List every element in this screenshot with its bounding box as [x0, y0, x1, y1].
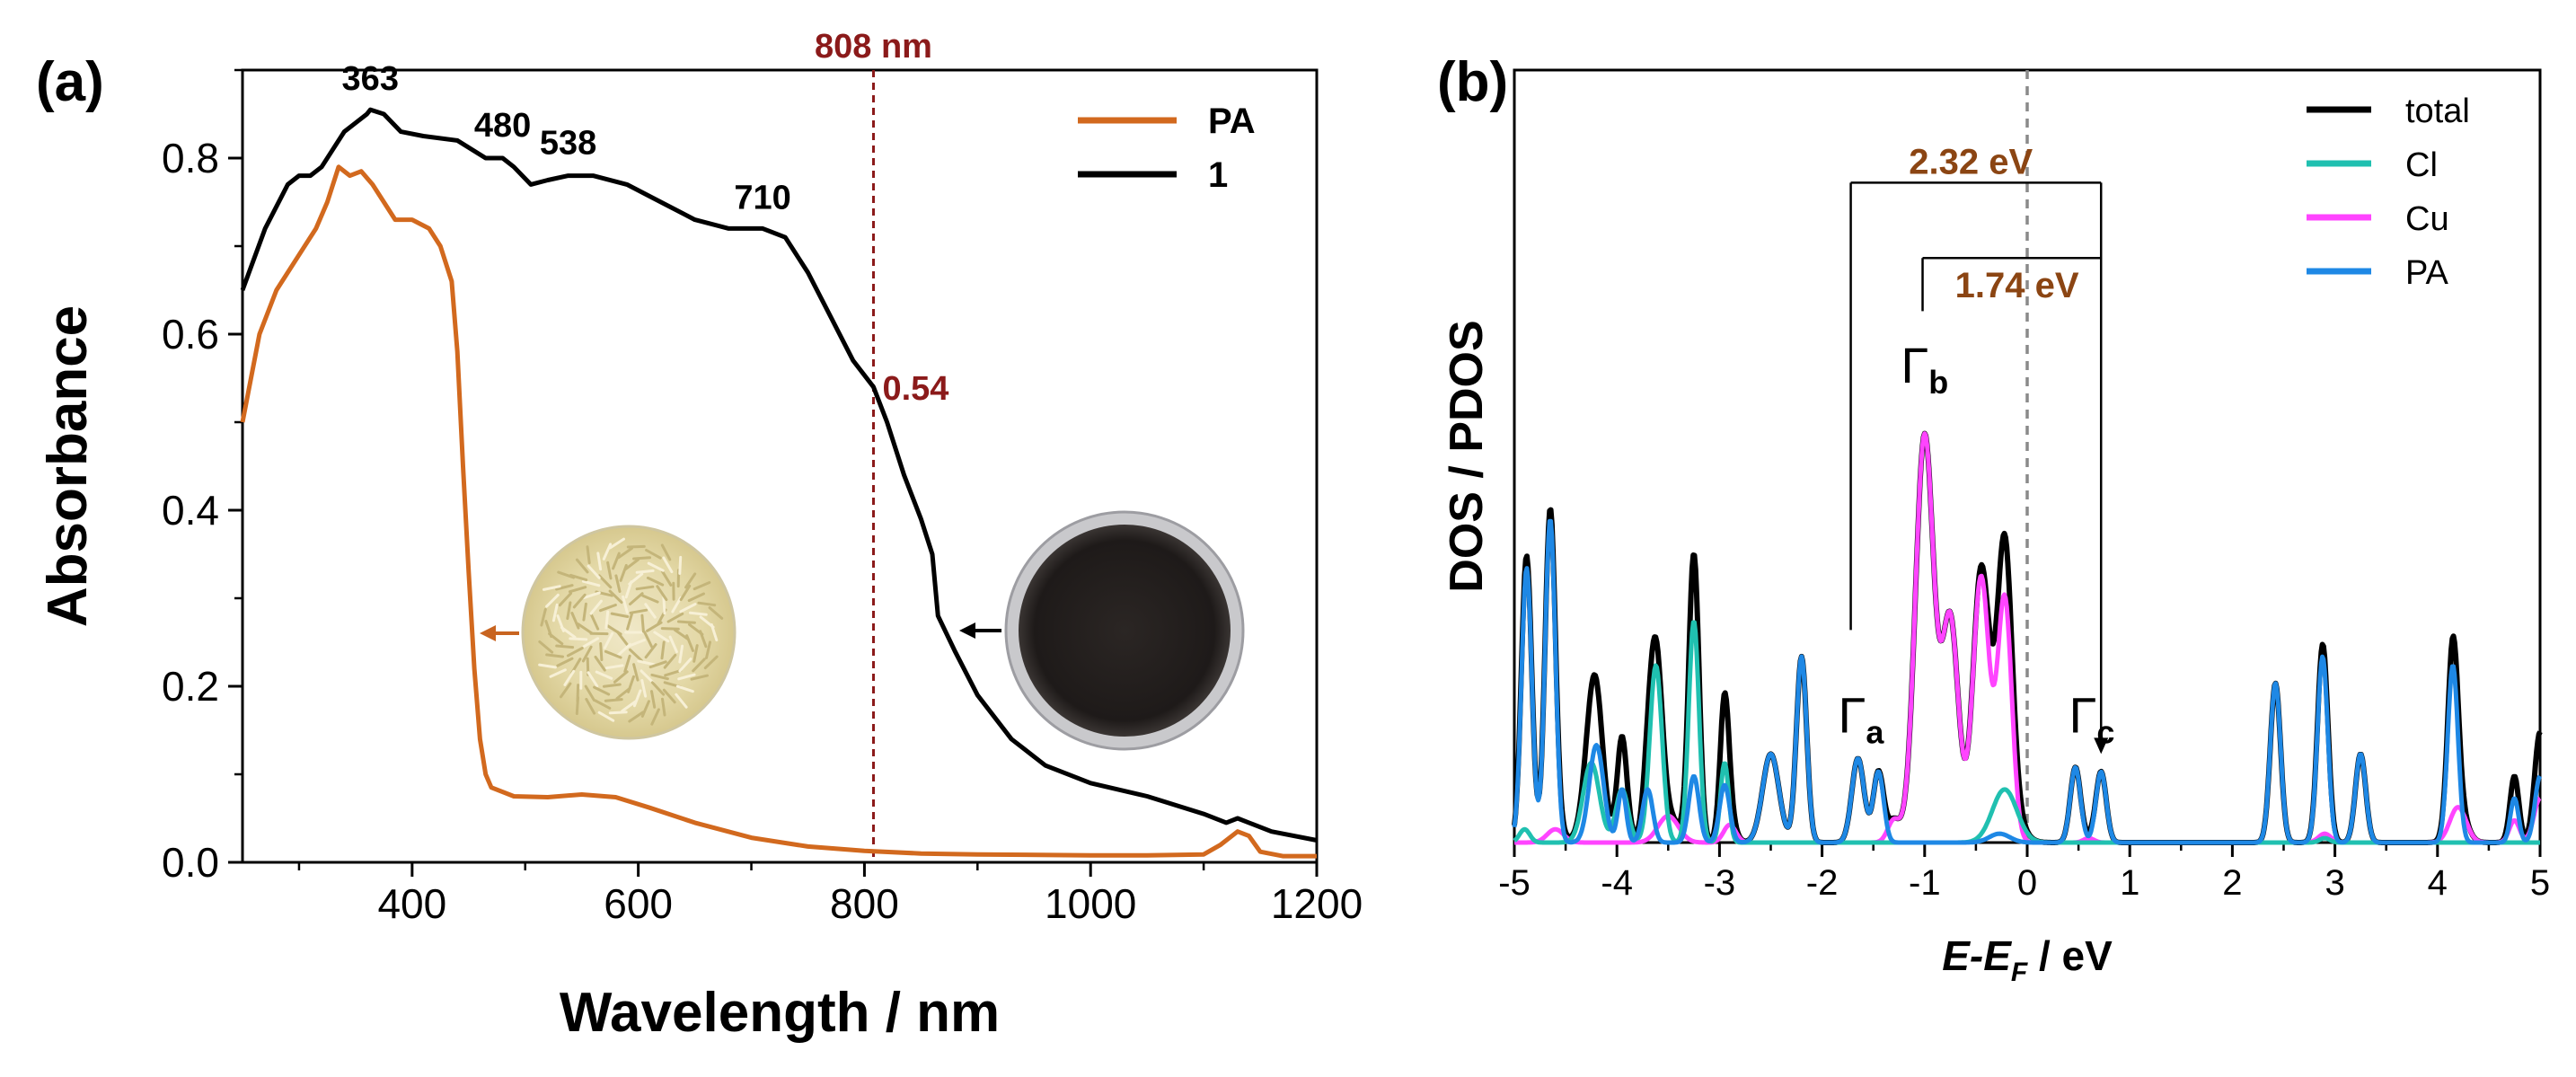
panel-a-label: (a): [36, 51, 104, 113]
panel-b-legend-label: Cu: [2405, 200, 2449, 238]
panel-b-gap-label: 2.32 eV: [1909, 142, 2033, 181]
panel-a-peak-label: 710: [734, 179, 790, 216]
panel-b-label: (b): [1437, 51, 1508, 113]
panel-b-xtick-label: 3: [2325, 863, 2344, 903]
pa-photo-crystal: [570, 639, 587, 640]
panel-b-xlabel-sub: F: [2011, 958, 2028, 987]
gamma-subscript: a: [1866, 714, 1884, 751]
panel-a-ytick-label: 0.2: [162, 663, 219, 710]
pa-photo-crystal: [642, 615, 644, 631]
panel-a-legend-label: PA: [1208, 102, 1256, 141]
pa-photo-crystal: [557, 646, 573, 648]
pa-photo-crystal: [605, 700, 622, 702]
panel-a-inset-pa-photo: [523, 526, 735, 738]
panel-b-ylabel: DOS / PDOS: [1441, 320, 1493, 592]
pa-photo-crystal: [610, 712, 626, 713]
gamma-subscript: c: [2096, 714, 2114, 751]
panel-b-xtick-label: -4: [1601, 863, 1633, 903]
panel-b-gamma-label-c: Γc: [2069, 687, 2115, 751]
panel-a-ytick-label: 0.6: [162, 311, 219, 358]
panel-b-legend-label: total: [2405, 93, 2470, 130]
panel-b-xlabel: E-EF / eV: [1942, 932, 2113, 987]
panel-b-xlabel-unit: / eV: [2027, 932, 2113, 979]
pa-photo-crystal: [606, 612, 608, 628]
panel-a-ytick-label: 0.4: [162, 487, 219, 534]
pa-photo-crystal: [690, 613, 706, 614]
pa-photo-crystal: [680, 557, 681, 573]
panel-a-ytick-label: 0.8: [162, 135, 219, 181]
panel-a-peak-label: 480: [474, 107, 531, 145]
pa-photo-crystal: [634, 558, 650, 559]
pa-photo-crystal: [577, 698, 578, 714]
panel-b-legend-label: PA: [2405, 254, 2449, 292]
panel-a-808nm-label: 808 nm: [815, 28, 932, 66]
panel-b: (b) -5 -4 -3 -2 -1 0 1 2 3 4 5 2.32 eV 1.74 eV Γa Γb Γc…: [1437, 51, 2550, 987]
panel-b-xtick-label: 0: [2017, 863, 2037, 903]
panel-b-xtick-label: 1: [2120, 863, 2139, 903]
pa-photo-crystal: [601, 644, 602, 660]
pa-photo-crystal: [637, 570, 653, 572]
panel-a-ytick-label: 0.0: [162, 839, 219, 886]
panel-b-xlabel-main: E-E: [1942, 932, 2012, 979]
panel-a-xtick-label: 400: [377, 880, 446, 927]
panel-b-xtick-label: 5: [2530, 863, 2550, 903]
panel-a-xtick-label: 1200: [1271, 880, 1363, 927]
panel-a-xlabel: Wavelength / nm: [560, 982, 1000, 1044]
panel-b-legend-label: Cl: [2405, 146, 2438, 184]
panel-b-xtick-label: -1: [1909, 863, 1941, 903]
panel-a: (a) 400 600 800 1000 1200 0.0 0.2 0.4 0.6 0.8 808 …: [36, 28, 1363, 1044]
panel-a-inset-compound-1-photo: [1006, 512, 1243, 749]
panel-a-legend-label: 1: [1208, 155, 1228, 195]
panel-b-xtick-label: 2: [2222, 863, 2242, 903]
panel-a-peak-label: 363: [342, 60, 399, 98]
gamma-subscript: b: [1928, 364, 1948, 401]
panel-a-ylabel: Absorbance: [37, 305, 99, 627]
pa-photo-crystal: [664, 597, 665, 614]
panel-b-xtick-label: -3: [1704, 863, 1736, 903]
panel-b-gap-label: 1.74 eV: [1955, 266, 2079, 305]
panel-b-xtick-label: 4: [2428, 863, 2448, 903]
panel-a-peak-label: 538: [540, 125, 596, 163]
panel-a-xtick-label: 1000: [1045, 880, 1136, 927]
panel-a-xtick-label: 800: [830, 880, 899, 927]
panel-a-compound-1-arrowhead: [959, 622, 975, 639]
panel-b-gamma-label-a: Γa: [1839, 687, 1885, 751]
pa-photo-crystal: [628, 546, 644, 547]
panel-b-xtick-label: -2: [1806, 863, 1839, 903]
compound-1-photo-disc: [1019, 525, 1231, 737]
panel-a-pa-arrowhead: [480, 625, 496, 641]
panel-a-series-pa-line: [243, 167, 1317, 856]
panel-b-xtick-label: -5: [1498, 863, 1531, 903]
pa-photo-crystal: [662, 629, 678, 630]
panel-b-gamma-label-b: Γb: [1901, 337, 1948, 401]
panel-a-absorbance-annotation: 0.54: [882, 370, 948, 408]
panel-a-xtick-label: 600: [604, 880, 673, 927]
